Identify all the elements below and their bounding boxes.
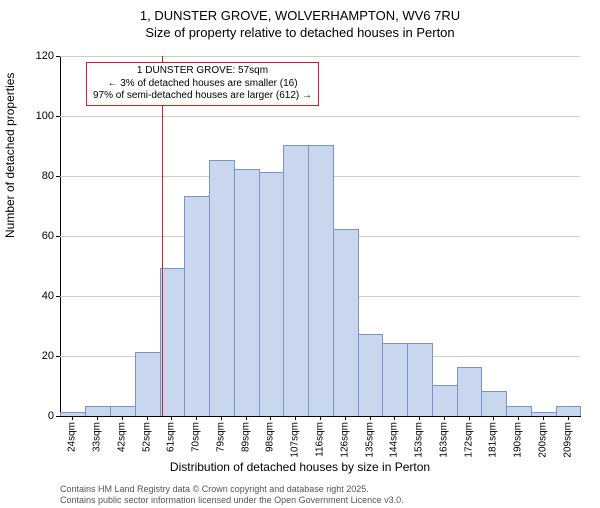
xtick-label: 144sqm [389,422,400,458]
histogram-bar [283,145,309,416]
xtick-label: 181sqm [488,422,499,458]
xtick-label: 116sqm [315,422,326,457]
annotation-line: 97% of semi-detached houses are larger (… [93,90,312,103]
histogram-bar [184,196,210,416]
xtick-label: 190sqm [513,422,524,458]
histogram-bar [160,268,186,416]
xtick-label: 126sqm [339,422,350,458]
histogram-bar [457,367,483,416]
annotation-line: ← 3% of detached houses are smaller (16) [93,78,312,91]
xtick-mark [320,416,321,420]
histogram-bar [60,412,86,416]
histogram-bar [110,406,136,416]
xtick-label: 107sqm [290,422,301,458]
xtick-mark [295,416,296,420]
ytick-label: 20 [42,350,54,362]
chart-subtitle: Size of property relative to detached ho… [0,25,600,42]
ytick-label: 40 [42,290,54,302]
histogram-bar [209,160,235,416]
ytick-label: 100 [36,110,54,122]
gridline [60,56,580,57]
xtick-label: 79sqm [215,422,226,452]
chart-title: 1, DUNSTER GROVE, WOLVERHAMPTON, WV6 7RU [0,8,600,25]
xtick-label: 70sqm [191,422,202,452]
footer-line-2: Contains public sector information licen… [60,495,404,506]
annotation-line: 1 DUNSTER GROVE: 57sqm [93,65,312,78]
xtick-mark [518,416,519,420]
xtick-mark [122,416,123,420]
annotation-box: 1 DUNSTER GROVE: 57sqm← 3% of detached h… [86,62,319,106]
xtick-label: 24sqm [67,422,78,452]
xtick-label: 172sqm [463,422,474,458]
xtick-label: 135sqm [364,422,375,458]
footer: Contains HM Land Registry data © Crown c… [60,484,404,506]
xtick-label: 89sqm [240,422,251,452]
ytick-label: 0 [48,410,54,422]
xtick-mark [394,416,395,420]
histogram-bar [506,406,532,416]
xtick-mark [246,416,247,420]
xtick-label: 52sqm [141,422,152,452]
xtick-mark [469,416,470,420]
histogram-bar [432,385,458,416]
xtick-label: 61sqm [166,422,177,452]
histogram-bar [531,412,557,416]
xtick-mark [147,416,148,420]
histogram-bar [358,334,384,416]
xtick-label: 163sqm [438,422,449,458]
y-axis-label: Number of detached properties [3,73,17,238]
histogram-bar [556,406,582,416]
ytick-label: 80 [42,170,54,182]
histogram-bar [333,229,359,416]
xtick-mark [370,416,371,420]
xtick-mark [568,416,569,420]
ytick-mark [56,416,60,417]
xtick-mark [196,416,197,420]
histogram-bar [135,352,161,416]
marker-line [162,56,163,416]
xtick-mark [419,416,420,420]
xtick-label: 33sqm [92,422,103,452]
histogram-bar [259,172,285,416]
xtick-label: 153sqm [414,422,425,458]
histogram-bar [308,145,334,416]
histogram-bar [481,391,507,416]
ytick-label: 60 [42,230,54,242]
xtick-label: 98sqm [265,422,276,452]
xtick-mark [171,416,172,420]
xtick-mark [543,416,544,420]
xtick-mark [345,416,346,420]
histogram-bar [407,343,433,416]
x-axis-label: Distribution of detached houses by size … [0,460,600,474]
xtick-label: 42sqm [116,422,127,452]
ytick-label: 120 [36,50,54,62]
histogram-bar [85,406,111,416]
xtick-label: 209sqm [562,422,573,458]
xtick-mark [270,416,271,420]
plot-area: 02040608010012024sqm33sqm42sqm52sqm61sqm… [60,56,580,416]
gridline [60,116,580,117]
chart-container: 1, DUNSTER GROVE, WOLVERHAMPTON, WV6 7RU… [0,8,600,508]
footer-line-1: Contains HM Land Registry data © Crown c… [60,484,404,495]
xtick-mark [72,416,73,420]
xtick-label: 200sqm [537,422,548,458]
xtick-mark [221,416,222,420]
histogram-bar [382,343,408,416]
xtick-mark [97,416,98,420]
xtick-mark [493,416,494,420]
xtick-mark [444,416,445,420]
histogram-bar [234,169,260,416]
